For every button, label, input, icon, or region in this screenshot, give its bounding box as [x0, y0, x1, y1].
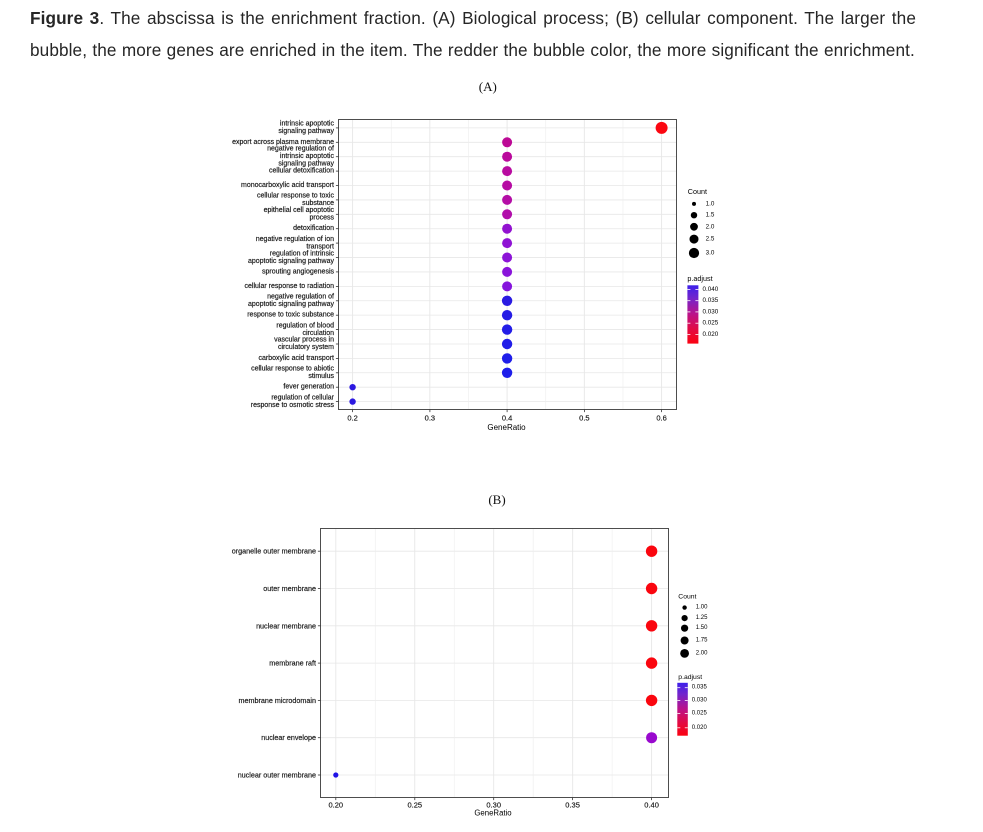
svg-text:0.030: 0.030 — [692, 698, 708, 704]
svg-text:0.20: 0.20 — [328, 801, 343, 810]
svg-text:detoxification: detoxification — [293, 225, 334, 232]
svg-text:regulation of cellular: regulation of cellular — [271, 394, 334, 401]
svg-text:response to osmotic stress: response to osmotic stress — [251, 402, 335, 409]
svg-text:negative regulation of ion: negative regulation of ion — [256, 236, 334, 243]
svg-text:membrane microdomain: membrane microdomain — [239, 696, 317, 705]
svg-text:3.0: 3.0 — [706, 250, 715, 257]
svg-text:nuclear envelope: nuclear envelope — [261, 733, 316, 742]
svg-text:1.0: 1.0 — [706, 200, 715, 207]
svg-text:0.030: 0.030 — [703, 308, 719, 315]
svg-text:(B): (B) — [488, 492, 505, 507]
svg-text:p.adjust: p.adjust — [678, 674, 702, 681]
svg-text:carboxylic acid transport: carboxylic acid transport — [259, 355, 335, 362]
svg-text:response to toxic substance: response to toxic substance — [247, 312, 334, 319]
svg-text:Count: Count — [688, 187, 707, 196]
svg-text:0.40: 0.40 — [644, 801, 659, 810]
svg-text:intrinsic apoptotic: intrinsic apoptotic — [280, 153, 335, 160]
svg-text:1.50: 1.50 — [696, 625, 708, 631]
svg-text:0.30: 0.30 — [486, 801, 501, 810]
svg-text:0.4: 0.4 — [502, 414, 512, 423]
svg-text:0.025: 0.025 — [703, 320, 719, 327]
svg-text:signaling pathway: signaling pathway — [278, 128, 334, 135]
svg-text:Count: Count — [678, 594, 696, 601]
svg-text:monocarboxylic acid transport: monocarboxylic acid transport — [241, 182, 334, 189]
svg-text:2.5: 2.5 — [706, 236, 715, 243]
svg-text:0.040: 0.040 — [703, 286, 719, 293]
svg-text:transport: transport — [306, 243, 334, 250]
svg-text:stimulus: stimulus — [308, 373, 334, 380]
svg-text:0.020: 0.020 — [703, 331, 719, 338]
svg-text:cellular response to abiotic: cellular response to abiotic — [251, 366, 334, 373]
svg-text:sprouting angiogenesis: sprouting angiogenesis — [262, 268, 334, 275]
svg-text:vascular process in: vascular process in — [274, 337, 334, 344]
svg-text:export across plasma membrane: export across plasma membrane — [232, 139, 334, 146]
svg-text:1.25: 1.25 — [696, 615, 708, 621]
svg-text:circulation: circulation — [302, 330, 334, 337]
svg-text:cellular detoxification: cellular detoxification — [269, 168, 334, 175]
svg-text:0.25: 0.25 — [407, 801, 422, 810]
svg-text:apoptotic signaling pathway: apoptotic signaling pathway — [248, 301, 335, 308]
svg-text:1.00: 1.00 — [696, 605, 708, 611]
svg-text:0.025: 0.025 — [692, 711, 708, 717]
svg-text:0.035: 0.035 — [703, 297, 719, 304]
svg-text:circulatory system: circulatory system — [278, 344, 334, 351]
svg-text:2.00: 2.00 — [696, 650, 708, 656]
svg-text:2.0: 2.0 — [706, 223, 715, 230]
svg-text:apoptotic signaling pathway: apoptotic signaling pathway — [248, 258, 335, 265]
svg-text:negative regulation of: negative regulation of — [267, 294, 334, 301]
svg-text:(A): (A) — [479, 79, 497, 94]
svg-text:0.3: 0.3 — [425, 414, 435, 423]
svg-text:0.2: 0.2 — [347, 414, 357, 423]
svg-text:organelle outer membrane: organelle outer membrane — [232, 547, 316, 556]
svg-text:cellular response to radiation: cellular response to radiation — [245, 283, 335, 290]
svg-text:intrinsic apoptotic: intrinsic apoptotic — [280, 121, 335, 128]
svg-text:epithelial cell apoptotic: epithelial cell apoptotic — [264, 207, 335, 214]
svg-text:regulation of intrinsic: regulation of intrinsic — [270, 250, 335, 257]
svg-text:1.75: 1.75 — [696, 638, 708, 644]
svg-text:0.035: 0.035 — [692, 685, 708, 691]
svg-text:GeneRatio: GeneRatio — [487, 423, 526, 432]
svg-text:nuclear membrane: nuclear membrane — [256, 621, 316, 630]
svg-text:substance: substance — [302, 200, 334, 207]
svg-text:process: process — [309, 215, 334, 222]
svg-text:0.020: 0.020 — [692, 725, 708, 731]
svg-text:fever generation: fever generation — [283, 384, 334, 391]
svg-text:p.adjust: p.adjust — [687, 274, 712, 283]
svg-text:regulation of blood: regulation of blood — [276, 322, 334, 329]
svg-text:negative regulation of: negative regulation of — [267, 146, 334, 153]
svg-text:GeneRatio: GeneRatio — [474, 809, 512, 818]
svg-text:cellular response to toxic: cellular response to toxic — [257, 193, 335, 200]
svg-text:0.35: 0.35 — [565, 801, 580, 810]
svg-text:membrane raft: membrane raft — [269, 659, 316, 668]
svg-text:0.5: 0.5 — [579, 414, 589, 423]
svg-text:outer membrane: outer membrane — [263, 584, 316, 593]
svg-text:1.5: 1.5 — [706, 212, 715, 219]
svg-text:0.6: 0.6 — [656, 414, 666, 423]
svg-text:nuclear outer membrane: nuclear outer membrane — [238, 771, 316, 780]
svg-text:signaling pathway: signaling pathway — [278, 161, 334, 168]
